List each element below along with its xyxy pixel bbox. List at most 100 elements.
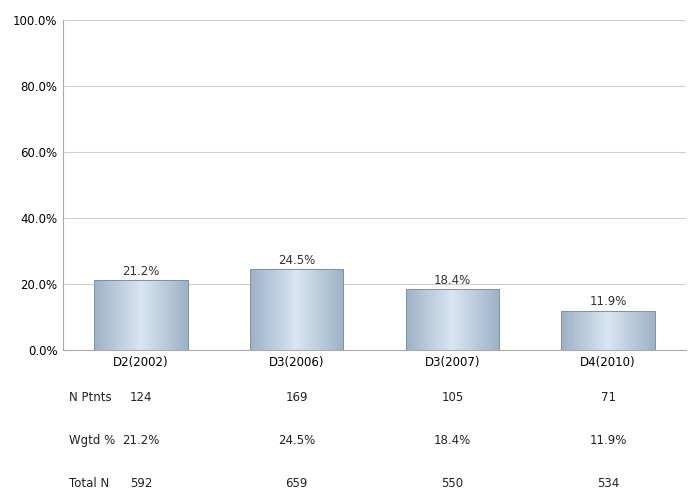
Bar <box>629 310 631 350</box>
Bar <box>645 310 648 350</box>
Bar <box>594 310 596 350</box>
Bar <box>308 269 311 350</box>
Bar <box>568 310 571 350</box>
Bar <box>99 280 101 350</box>
Bar <box>320 269 323 350</box>
Bar <box>332 269 334 350</box>
Bar <box>306 269 309 350</box>
Bar <box>466 290 469 350</box>
Bar <box>276 269 278 350</box>
Text: 21.2%: 21.2% <box>122 434 160 447</box>
Bar <box>406 290 408 350</box>
Bar <box>116 280 118 350</box>
Bar <box>186 280 188 350</box>
Bar <box>313 269 316 350</box>
Bar <box>176 280 178 350</box>
Bar <box>266 269 269 350</box>
Bar <box>638 310 641 350</box>
Bar <box>422 290 424 350</box>
Bar <box>487 290 490 350</box>
Bar <box>146 280 148 350</box>
Bar <box>584 310 587 350</box>
Bar <box>417 290 420 350</box>
Bar <box>648 310 650 350</box>
Bar <box>250 269 343 350</box>
Bar <box>445 290 448 350</box>
Bar <box>410 290 413 350</box>
Bar <box>122 280 125 350</box>
Bar <box>167 280 169 350</box>
Bar <box>318 269 320 350</box>
Bar <box>255 269 257 350</box>
Bar <box>427 290 429 350</box>
Bar <box>485 290 488 350</box>
Bar <box>125 280 127 350</box>
Bar <box>250 269 253 350</box>
Bar <box>620 310 622 350</box>
Bar <box>420 290 422 350</box>
Bar <box>617 310 620 350</box>
Bar <box>106 280 108 350</box>
Bar <box>104 280 106 350</box>
Bar <box>431 290 434 350</box>
Bar <box>97 280 99 350</box>
Bar <box>443 290 445 350</box>
Text: 534: 534 <box>597 477 620 490</box>
Bar <box>459 290 462 350</box>
Bar <box>304 269 306 350</box>
Bar <box>158 280 160 350</box>
Bar <box>429 290 431 350</box>
Bar <box>290 269 292 350</box>
Text: 24.5%: 24.5% <box>278 254 315 267</box>
Text: 11.9%: 11.9% <box>589 296 626 308</box>
Bar <box>94 280 188 350</box>
Bar <box>566 310 568 350</box>
Bar <box>336 269 339 350</box>
Bar <box>134 280 136 350</box>
Bar <box>301 269 304 350</box>
Bar <box>415 290 417 350</box>
Bar <box>448 290 450 350</box>
Bar <box>652 310 655 350</box>
Bar <box>578 310 580 350</box>
Bar <box>339 269 341 350</box>
Bar <box>113 280 116 350</box>
Bar <box>264 269 267 350</box>
Bar <box>601 310 603 350</box>
Bar <box>252 269 255 350</box>
Bar <box>283 269 285 350</box>
Bar <box>181 280 183 350</box>
Bar <box>183 280 186 350</box>
Bar <box>592 310 594 350</box>
Bar <box>582 310 585 350</box>
Bar <box>155 280 158 350</box>
Bar <box>480 290 483 350</box>
Text: 124: 124 <box>130 391 152 404</box>
Bar <box>269 269 271 350</box>
Bar <box>608 310 610 350</box>
Bar <box>259 269 262 350</box>
Bar <box>341 269 344 350</box>
Bar <box>497 290 499 350</box>
Bar <box>573 310 575 350</box>
Bar <box>178 280 181 350</box>
Bar <box>589 310 592 350</box>
Bar <box>120 280 122 350</box>
Bar <box>494 290 497 350</box>
Bar <box>631 310 634 350</box>
Bar <box>455 290 457 350</box>
Text: Wgtd %: Wgtd % <box>69 434 116 447</box>
Bar <box>162 280 164 350</box>
Bar <box>408 290 410 350</box>
Bar <box>612 310 615 350</box>
Bar <box>273 269 276 350</box>
Bar <box>94 280 97 350</box>
Bar <box>462 290 464 350</box>
Bar <box>102 280 104 350</box>
Bar <box>478 290 481 350</box>
Bar <box>643 310 645 350</box>
Bar <box>144 280 146 350</box>
Bar <box>118 280 120 350</box>
Bar <box>292 269 295 350</box>
Bar <box>325 269 327 350</box>
